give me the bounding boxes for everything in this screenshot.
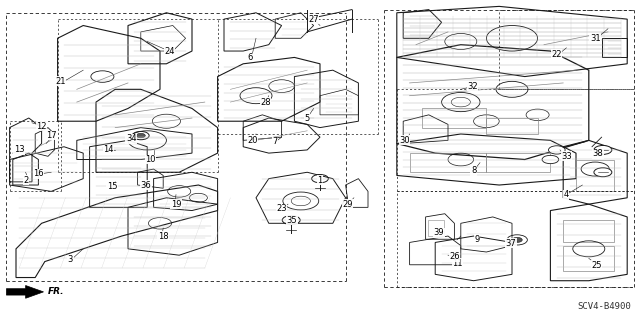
Text: 13: 13	[14, 145, 24, 154]
Bar	[563, 246, 614, 271]
Text: 32: 32	[467, 82, 477, 91]
Text: 14: 14	[104, 145, 114, 154]
Text: 28: 28	[260, 98, 271, 107]
Text: 3: 3	[68, 256, 73, 264]
Text: 8: 8	[471, 166, 476, 175]
Text: 12: 12	[36, 122, 47, 130]
Text: 22: 22	[552, 50, 562, 59]
Text: SCV4-B4900: SCV4-B4900	[577, 302, 631, 311]
Circle shape	[594, 145, 612, 154]
Text: 17: 17	[46, 131, 56, 140]
Text: 19: 19	[171, 200, 181, 209]
Text: 7: 7	[273, 137, 278, 146]
Text: 2: 2	[23, 176, 28, 185]
Text: 11: 11	[452, 259, 463, 268]
Bar	[422, 108, 486, 128]
Polygon shape	[6, 286, 44, 298]
Text: 35: 35	[287, 216, 297, 225]
Bar	[486, 118, 538, 134]
Circle shape	[548, 146, 565, 154]
Text: 1: 1	[317, 176, 323, 185]
Text: 29: 29	[342, 200, 353, 209]
Text: 37: 37	[506, 239, 516, 248]
Text: 16: 16	[33, 169, 44, 178]
Text: 33: 33	[561, 152, 572, 161]
Circle shape	[594, 168, 612, 177]
Bar	[486, 153, 550, 172]
Text: 15: 15	[107, 182, 117, 191]
Text: 38: 38	[593, 149, 603, 158]
Text: 25: 25	[591, 261, 602, 270]
Text: 39: 39	[434, 228, 444, 237]
Bar	[410, 153, 486, 172]
Text: 34: 34	[126, 134, 136, 143]
Text: 31: 31	[590, 34, 600, 43]
Text: 27: 27	[308, 15, 319, 24]
Text: 21: 21	[56, 77, 66, 86]
Text: 23: 23	[276, 204, 287, 213]
Text: 4: 4	[564, 190, 569, 199]
Text: 6: 6	[247, 53, 252, 62]
Circle shape	[136, 133, 145, 138]
Text: 10: 10	[145, 155, 156, 164]
Text: 5: 5	[305, 114, 310, 122]
Text: 26: 26	[449, 252, 460, 261]
Bar	[428, 220, 444, 236]
Text: 9: 9	[474, 235, 479, 244]
Circle shape	[542, 155, 559, 164]
Text: 24: 24	[164, 47, 175, 56]
Text: 36: 36	[141, 181, 151, 189]
Text: FR.: FR.	[47, 287, 64, 296]
Bar	[576, 160, 614, 191]
Text: 30: 30	[399, 136, 410, 145]
Circle shape	[512, 237, 522, 242]
Bar	[563, 220, 614, 242]
Text: 18: 18	[158, 232, 168, 241]
Text: 20: 20	[248, 136, 258, 145]
